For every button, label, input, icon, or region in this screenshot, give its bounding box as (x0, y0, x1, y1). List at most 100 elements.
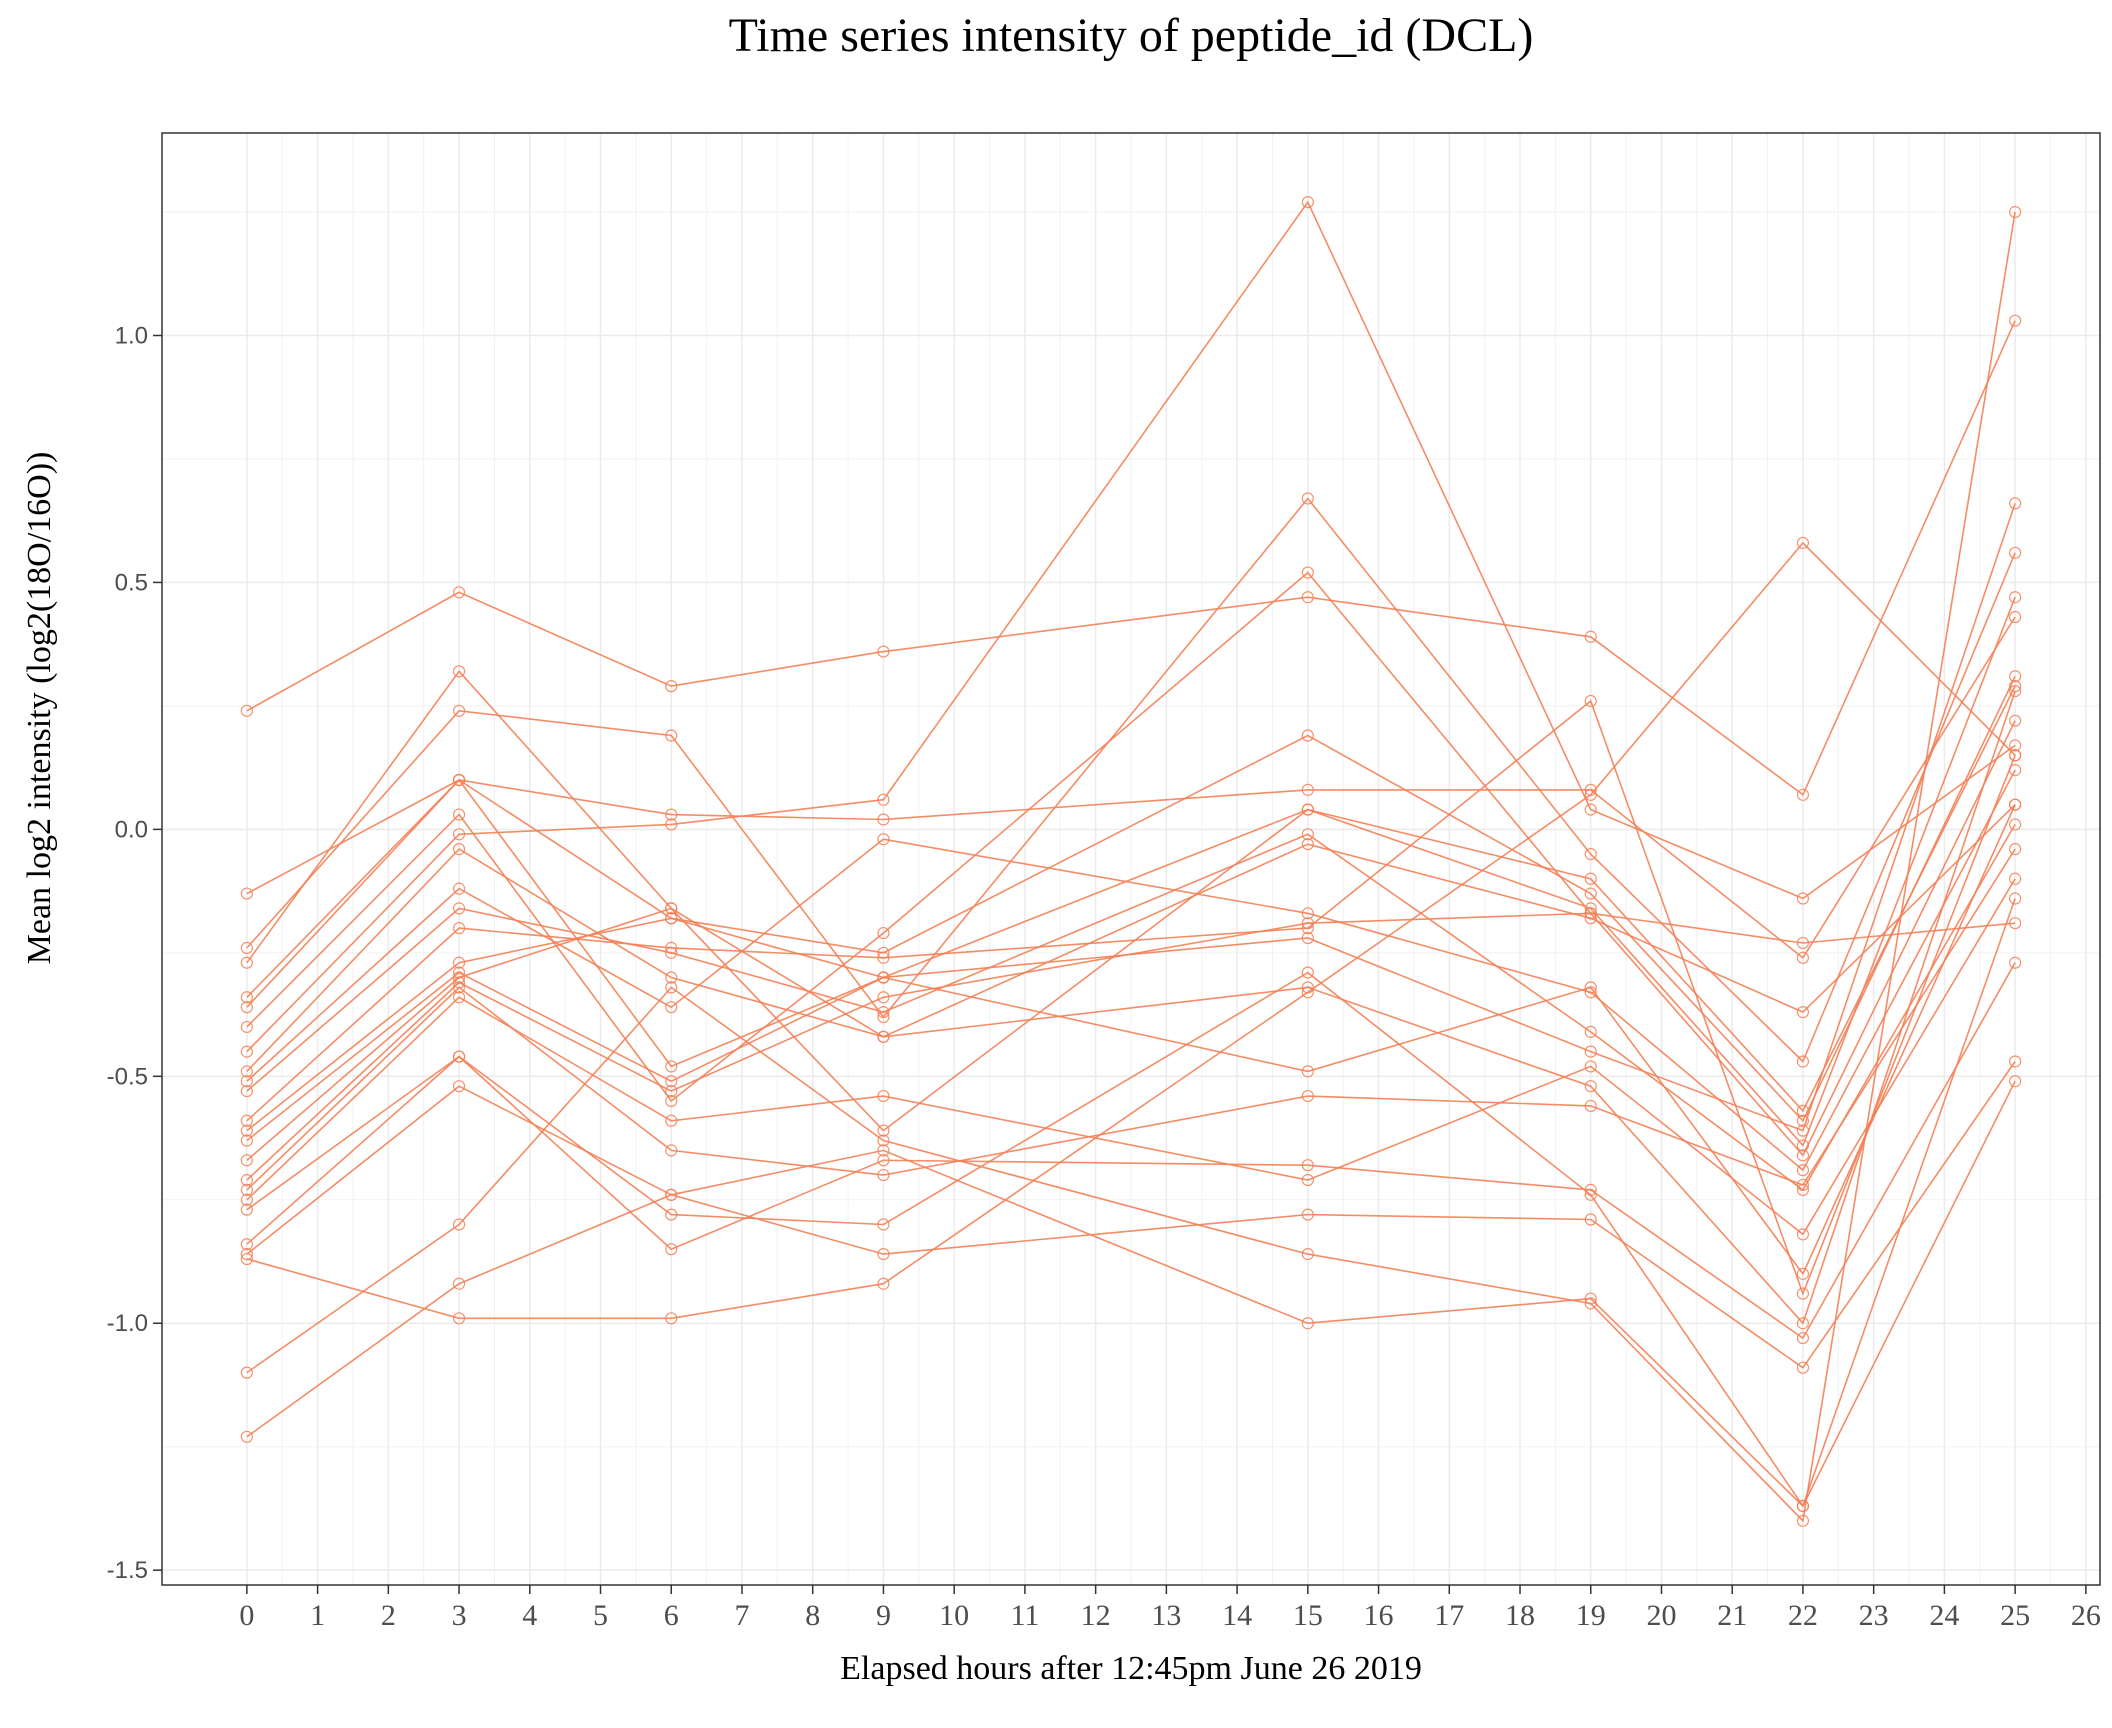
data-point (2009, 591, 2022, 604)
data-point (665, 1001, 678, 1014)
data-point (240, 1203, 253, 1216)
series-line (246, 541, 2016, 1320)
data-point (1796, 1164, 1810, 1177)
y-tick-label: -1.0 (107, 1310, 148, 1337)
x-tick-label: 23 (1859, 1599, 1889, 1632)
x-tick-label: 10 (939, 1599, 969, 1632)
data-point (665, 1060, 678, 1073)
x-tick-label: 0 (239, 1599, 254, 1632)
data-point (240, 1045, 253, 1058)
data-point (665, 818, 678, 831)
data-point (1301, 931, 1314, 945)
data-point (240, 1020, 253, 1034)
data-point (1796, 1149, 1810, 1162)
data-point (1796, 951, 1810, 964)
y-tick-label: -1.5 (107, 1557, 148, 1584)
series-8 (240, 196, 2022, 1058)
data-point (665, 729, 678, 742)
series-22 (240, 536, 2022, 1325)
data-point (2009, 497, 2022, 510)
series-line (246, 503, 2016, 1132)
data-point (1301, 966, 1314, 979)
data-point (877, 1218, 890, 1231)
data-point (1584, 907, 1597, 920)
data-point (2009, 205, 2022, 219)
series-line (246, 320, 2016, 797)
data-point (877, 1154, 890, 1167)
data-point (1584, 1045, 1597, 1058)
series-line (246, 675, 2016, 1123)
data-point (240, 941, 253, 954)
data-point (240, 1065, 253, 1078)
data-point (452, 991, 466, 1004)
data-point (1584, 847, 1597, 861)
data-point (1584, 1099, 1597, 1113)
data-point (665, 1075, 678, 1088)
data-point (877, 1006, 890, 1019)
data-point (240, 1238, 253, 1251)
data-point (1796, 892, 1810, 905)
data-point (1796, 1006, 1810, 1019)
y-tick-labels: 1.0 0.5 0.0 -0.5 -1.0 -1.5 (107, 322, 148, 1584)
data-point (1301, 1089, 1314, 1103)
x-tick-label: 20 (1646, 1599, 1676, 1632)
data-point (240, 1154, 253, 1167)
data-point (452, 1080, 466, 1093)
data-point (1584, 1025, 1597, 1038)
data-point (1584, 1060, 1597, 1073)
series-line (246, 769, 2016, 1172)
data-point (240, 1124, 253, 1137)
data-point (2009, 1075, 2022, 1088)
data-point (1301, 783, 1314, 796)
data-point (665, 1085, 678, 1098)
chart-title: Time series intensity of peptide_id (DCL… (728, 9, 1534, 62)
data-point (452, 922, 466, 935)
data-point (665, 1208, 678, 1221)
series-line (246, 211, 2016, 1523)
data-point (665, 971, 678, 984)
x-tick-label: 26 (2071, 1599, 2101, 1632)
data-point (452, 902, 466, 915)
data-point (452, 843, 466, 856)
data-point (665, 1243, 678, 1256)
data-point (2009, 546, 2022, 559)
data-point (452, 828, 466, 841)
data-point (665, 1114, 678, 1127)
y-tick-label: 0.0 (115, 816, 148, 843)
series-2 (240, 610, 2022, 964)
data-point (1796, 1055, 1810, 1068)
x-tick-label: 1 (310, 1599, 325, 1632)
data-point (452, 1218, 466, 1231)
series-line (246, 616, 2016, 959)
series-6 (240, 591, 2022, 1152)
data-point (877, 1144, 890, 1157)
series-24 (240, 1075, 2022, 1513)
data-point (2009, 956, 2022, 969)
data-point (1796, 1287, 1810, 1300)
data-point (665, 1188, 678, 1201)
data-point (1584, 630, 1597, 643)
data-point (240, 1114, 253, 1127)
data-point (665, 902, 678, 915)
series-line (246, 823, 2016, 1192)
x-tick-labels: 0 1 2 3 4 5 6 7 8 9 10 11 12 13 14 15 16 17 18 19 20 21 22 23 24… (239, 1599, 2100, 1632)
axis-ticks (153, 334, 2087, 1594)
data-point (665, 981, 678, 994)
data-point (452, 665, 466, 678)
x-axis-label: Elapsed hours after 12:45pm June 26 2019 (840, 1650, 1422, 1687)
data-point (240, 1193, 253, 1206)
series-7 (240, 566, 2022, 1162)
data-point (1301, 566, 1314, 579)
x-tick-label: 5 (593, 1599, 608, 1632)
x-tick-label: 17 (1434, 1599, 1464, 1632)
data-point (877, 1168, 890, 1182)
series-layer (240, 196, 2022, 1527)
data-point (452, 704, 466, 717)
y-axis-label: Mean log2 intensity (log2(18O/16O)) (21, 451, 58, 965)
x-tick-label: 21 (1717, 1599, 1747, 1632)
data-point (1301, 803, 1314, 816)
data-point (877, 645, 890, 658)
series-line (246, 596, 2016, 1147)
data-point (665, 1312, 678, 1325)
